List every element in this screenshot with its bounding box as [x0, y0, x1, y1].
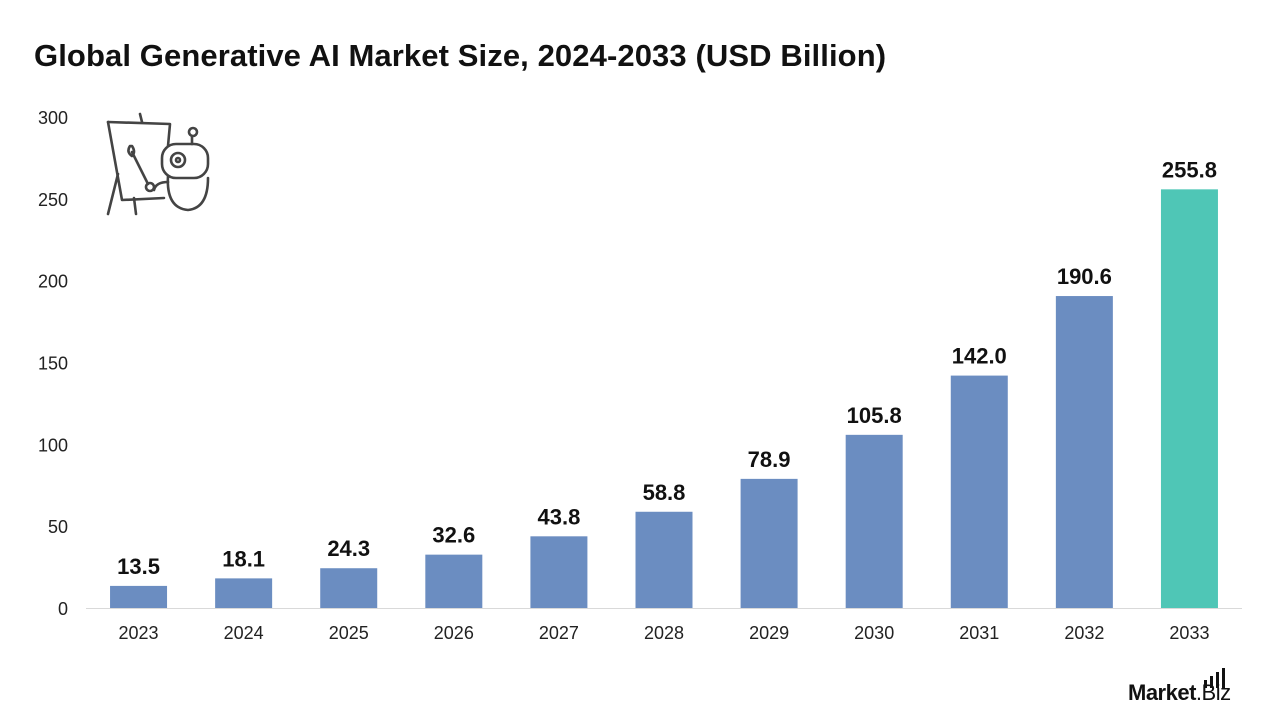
bar-value-label: 32.6: [432, 523, 475, 548]
x-tick-label: 2033: [1169, 623, 1209, 643]
y-tick-label: 50: [48, 517, 68, 537]
bar: [845, 434, 903, 608]
x-tick-label: 2028: [644, 623, 684, 643]
bar-value-label: 190.6: [1057, 264, 1112, 289]
y-tick-label: 0: [58, 599, 68, 619]
x-tick-label: 2029: [749, 623, 789, 643]
x-tick-label: 2025: [329, 623, 369, 643]
bar: [425, 554, 483, 608]
bar: [1160, 189, 1218, 608]
bars: [110, 189, 1218, 608]
y-tick-label: 150: [38, 354, 68, 374]
x-axis-ticks: 2023 2024 2025 2026 2027 2028 2029 2030 2031 2032…: [119, 623, 1210, 643]
signal-bars-icon: [1204, 668, 1225, 688]
x-tick-label: 2023: [119, 623, 159, 643]
y-tick-label: 250: [38, 190, 68, 210]
bar-value-label: 43.8: [537, 504, 580, 529]
bar-value-label: 255.8: [1162, 157, 1217, 182]
bar: [950, 375, 1008, 608]
bar-value-label: 13.5: [117, 554, 160, 579]
brand-name: Market: [1128, 680, 1196, 705]
x-tick-label: 2026: [434, 623, 474, 643]
y-axis-ticks: 0 50 100 150 200 250 300: [38, 108, 68, 619]
brand-suffix: .Biz: [1195, 680, 1231, 705]
bar-value-label: 24.3: [327, 536, 370, 561]
chart-title: Global Generative AI Market Size, 2024-2…: [34, 38, 887, 73]
x-tick-label: 2027: [539, 623, 579, 643]
bar-value-label: 78.9: [748, 447, 791, 472]
bar: [1055, 296, 1113, 608]
bar-value-label: 105.8: [847, 403, 902, 428]
value-labels: 13.5 18.1 24.3 32.6 43.8 58.8 78.9 105.8 142.0 19…: [117, 157, 1217, 579]
bar: [635, 511, 693, 608]
bar: [215, 578, 273, 608]
x-tick-label: 2032: [1064, 623, 1104, 643]
bar: [110, 585, 168, 608]
bar: [740, 478, 798, 608]
x-tick-label: 2031: [959, 623, 999, 643]
bar-value-label: 58.8: [643, 480, 686, 505]
bar: [320, 568, 378, 608]
bar: [530, 536, 588, 608]
brand-wordmark: Market.Biz: [1128, 680, 1231, 706]
x-tick-label: 2024: [224, 623, 264, 643]
x-tick-label: 2030: [854, 623, 894, 643]
marketbiz-logo: Market.Biz: [1128, 668, 1260, 712]
bar-value-label: 142.0: [952, 344, 1007, 369]
y-tick-label: 300: [38, 108, 68, 128]
bar-value-label: 18.1: [222, 546, 265, 571]
y-tick-label: 100: [38, 435, 68, 455]
y-tick-label: 200: [38, 272, 68, 292]
robot-painting-easel-icon: [104, 112, 216, 216]
